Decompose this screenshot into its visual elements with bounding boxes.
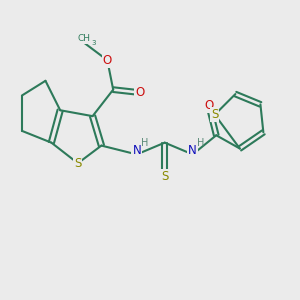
Text: O: O <box>204 99 214 112</box>
Text: 3: 3 <box>91 40 95 46</box>
Text: O: O <box>103 54 112 67</box>
Text: S: S <box>211 108 218 121</box>
Text: N: N <box>188 144 197 158</box>
Text: H: H <box>197 138 205 148</box>
Text: CH: CH <box>77 34 90 43</box>
Text: O: O <box>135 86 144 99</box>
Text: S: S <box>74 157 82 170</box>
Text: H: H <box>141 138 149 148</box>
Text: S: S <box>161 170 168 183</box>
Text: N: N <box>132 144 141 158</box>
